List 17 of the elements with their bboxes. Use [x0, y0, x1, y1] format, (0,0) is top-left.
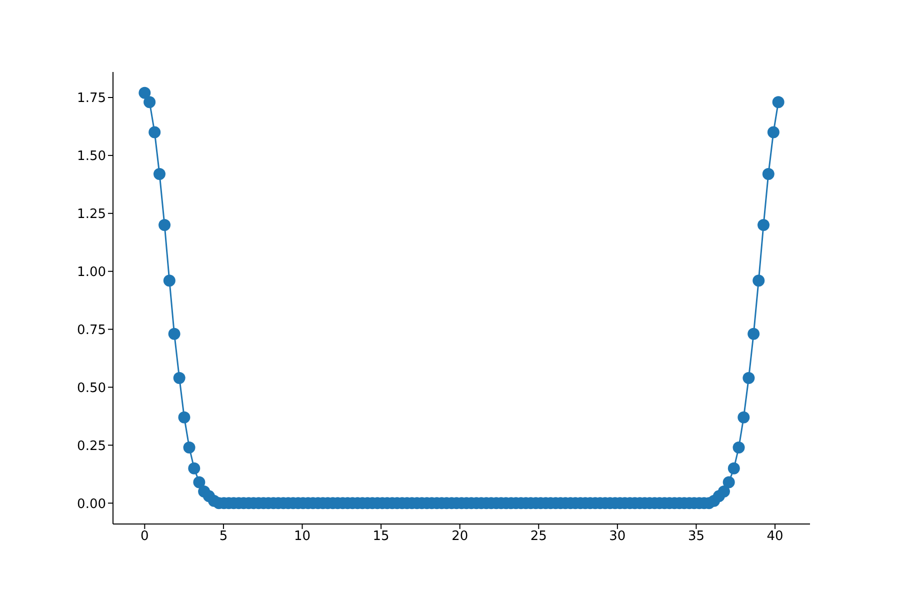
x-tick-label: 30: [609, 529, 626, 544]
y-tick-label: 1.75: [77, 91, 106, 106]
y-tick-label: 1.00: [77, 264, 106, 280]
y-tick-label: 0.50: [77, 380, 106, 396]
x-tick-label: 0: [140, 529, 149, 544]
y-tick-label: 0.75: [77, 322, 106, 338]
x-tick-label: 15: [372, 529, 390, 544]
x-tick-label: 35: [688, 529, 704, 544]
y-tick-label: 0.00: [77, 496, 106, 512]
y-tick-label: 0.25: [77, 438, 106, 454]
y-tick-label: 1.50: [77, 149, 106, 164]
x-tick-label: 5: [219, 529, 228, 544]
x-tick-label: 25: [530, 529, 547, 544]
y-tick-label: 1.25: [77, 207, 106, 222]
x-tick-label: 40: [766, 529, 784, 544]
x-tick-label: 10: [294, 529, 311, 544]
x-tick-label: 20: [452, 529, 468, 544]
